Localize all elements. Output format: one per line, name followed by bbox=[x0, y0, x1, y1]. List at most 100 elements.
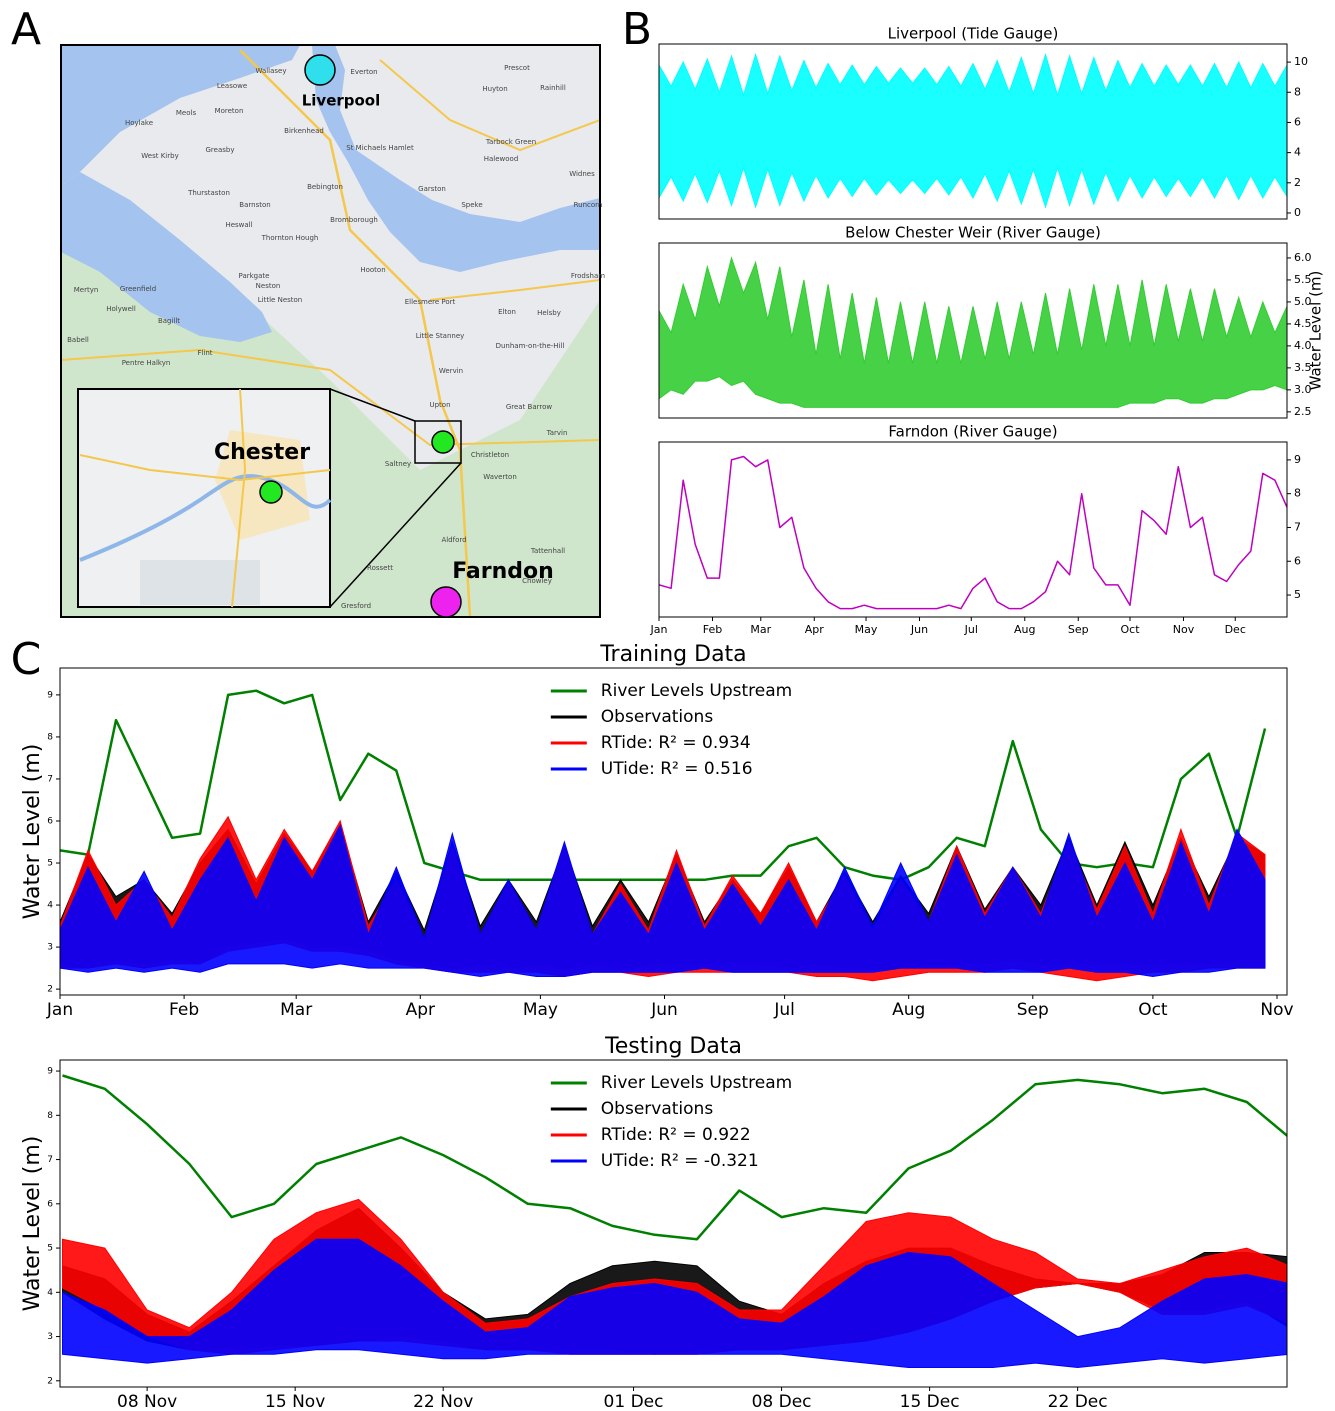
y-tick-label: 10 bbox=[1294, 55, 1308, 68]
legend-label: UTide: R² = 0.516 bbox=[601, 759, 753, 779]
place-label: Hooton bbox=[360, 266, 385, 274]
place-label: Thornton Hough bbox=[261, 234, 319, 242]
plot-area bbox=[659, 55, 1287, 207]
x-tick-label: May bbox=[523, 1000, 558, 1020]
place-label: Helsby bbox=[537, 309, 561, 317]
x-tick-label: Oct bbox=[1138, 1000, 1168, 1020]
x-tick-label: Dec bbox=[1225, 623, 1246, 636]
place-label: Elton bbox=[498, 308, 516, 316]
place-label: Halewood bbox=[484, 155, 519, 163]
place-label: Bromborough bbox=[330, 216, 378, 224]
y-tick-label: 4 bbox=[47, 901, 53, 911]
x-tick-label: Jun bbox=[650, 1000, 678, 1020]
place-label: Holywell bbox=[106, 305, 136, 313]
legend-label: Observations bbox=[601, 707, 714, 727]
x-tick-label: 22 Nov bbox=[413, 1392, 473, 1411]
x-tick-label: Jul bbox=[964, 623, 978, 636]
x-tick-label: Mar bbox=[750, 623, 771, 636]
place-label: Tarbock Green bbox=[485, 138, 536, 146]
place-label: Greasby bbox=[206, 146, 235, 154]
place-label: Rainhill bbox=[540, 84, 566, 92]
place-label: Bagillt bbox=[158, 317, 180, 325]
y-tick-label: 7 bbox=[47, 1155, 53, 1165]
place-label: Wallasey bbox=[255, 67, 286, 75]
x-tick-label: Oct bbox=[1120, 623, 1140, 636]
site-marker bbox=[431, 587, 461, 617]
x-tick-label: 15 Nov bbox=[265, 1392, 325, 1411]
place-label: Great Barrow bbox=[506, 403, 553, 411]
place-label: Thurstaston bbox=[187, 189, 230, 197]
y-tick-label: 5 bbox=[1294, 588, 1301, 601]
y-tick-label: 8 bbox=[47, 1111, 53, 1121]
place-label: Garston bbox=[418, 185, 446, 193]
x-tick-label: Feb bbox=[703, 623, 722, 636]
y-tick-label: 4 bbox=[47, 1288, 53, 1298]
place-label: Upton bbox=[429, 401, 450, 409]
y-tick-label: 4 bbox=[1294, 146, 1301, 159]
panel-letter: A bbox=[11, 4, 41, 55]
place-label: Speke bbox=[461, 201, 482, 209]
site-marker bbox=[432, 431, 454, 453]
place-label: Widnes bbox=[569, 170, 595, 178]
place-label: St Michaels Hamlet bbox=[346, 144, 414, 152]
x-tick-label: Aug bbox=[1014, 623, 1035, 636]
x-tick-label: Jul bbox=[773, 1000, 795, 1020]
x-tick-label: 22 Dec bbox=[1048, 1392, 1108, 1411]
place-label: Little Stanney bbox=[416, 332, 465, 340]
y-axis-label: Water Level (m) bbox=[20, 1136, 45, 1312]
chart-title: Farndon (River Gauge) bbox=[888, 423, 1057, 441]
y-tick-label: 8 bbox=[1294, 487, 1301, 500]
y-axis-label: Water Level (m) bbox=[1307, 271, 1325, 391]
site-label: Farndon bbox=[452, 559, 554, 584]
place-label: Flint bbox=[197, 349, 212, 357]
site-label: Chester bbox=[214, 440, 310, 465]
place-label: Birkenhead bbox=[284, 127, 324, 135]
y-tick-label: 2 bbox=[47, 1376, 53, 1386]
place-label: Little Neston bbox=[258, 296, 302, 304]
place-label: Heswall bbox=[225, 221, 252, 229]
legend-label: RTide: R² = 0.922 bbox=[601, 1125, 751, 1145]
x-tick-label: Jan bbox=[650, 623, 668, 636]
y-tick-label: 6 bbox=[47, 816, 53, 826]
place-label: Dunham-on-the-Hill bbox=[496, 342, 565, 350]
figure: A B C WallaseyEvertonPrescotLeasoweHuyto… bbox=[0, 0, 1335, 1411]
legend-label: UTide: R² = -0.321 bbox=[601, 1151, 759, 1171]
y-tick-label: 6.0 bbox=[1294, 251, 1312, 264]
x-tick-label: Nov bbox=[1260, 1000, 1293, 1020]
y-tick-label: 8 bbox=[1294, 85, 1301, 98]
legend-label: River Levels Upstream bbox=[601, 1073, 792, 1093]
legend-label: RTide: R² = 0.934 bbox=[601, 733, 751, 753]
place-label: Meols bbox=[176, 109, 197, 117]
y-tick-label: 5 bbox=[47, 859, 53, 869]
y-tick-label: 3 bbox=[47, 943, 53, 953]
chart-title: Training Data bbox=[599, 642, 746, 667]
place-label: Huyton bbox=[482, 85, 507, 93]
place-label: Greenfield bbox=[120, 285, 156, 293]
x-tick-label: 08 Dec bbox=[752, 1392, 812, 1411]
panel-letter: C bbox=[11, 634, 42, 685]
place-label: Runcorn bbox=[574, 201, 603, 209]
series-band bbox=[659, 55, 1287, 207]
place-label: Leasowe bbox=[217, 82, 247, 90]
place-label: Babell bbox=[67, 336, 89, 344]
place-label: Prescot bbox=[504, 64, 530, 72]
place-label: Wervin bbox=[439, 367, 463, 375]
x-tick-label: 15 Dec bbox=[900, 1392, 960, 1411]
place-label: Pentre Halkyn bbox=[122, 359, 171, 367]
place-label: Frodsham bbox=[571, 272, 605, 280]
x-tick-label: Aug bbox=[892, 1000, 925, 1020]
chart-title: Testing Data bbox=[604, 1034, 742, 1059]
site-marker bbox=[305, 55, 335, 85]
place-label: Mertyn bbox=[74, 286, 99, 294]
x-tick-label: Jan bbox=[46, 1000, 73, 1020]
place-label: Christleton bbox=[471, 451, 509, 459]
place-label: Saltney bbox=[385, 460, 411, 468]
y-tick-label: 8 bbox=[47, 732, 53, 742]
x-tick-label: May bbox=[855, 623, 878, 636]
x-tick-label: Mar bbox=[280, 1000, 312, 1020]
y-axis-label: Water Level (m) bbox=[20, 744, 45, 920]
place-label: Aldford bbox=[441, 536, 466, 544]
y-tick-label: 2 bbox=[47, 985, 53, 995]
x-tick-label: Jun bbox=[910, 623, 928, 636]
y-tick-label: 7 bbox=[1294, 520, 1301, 533]
